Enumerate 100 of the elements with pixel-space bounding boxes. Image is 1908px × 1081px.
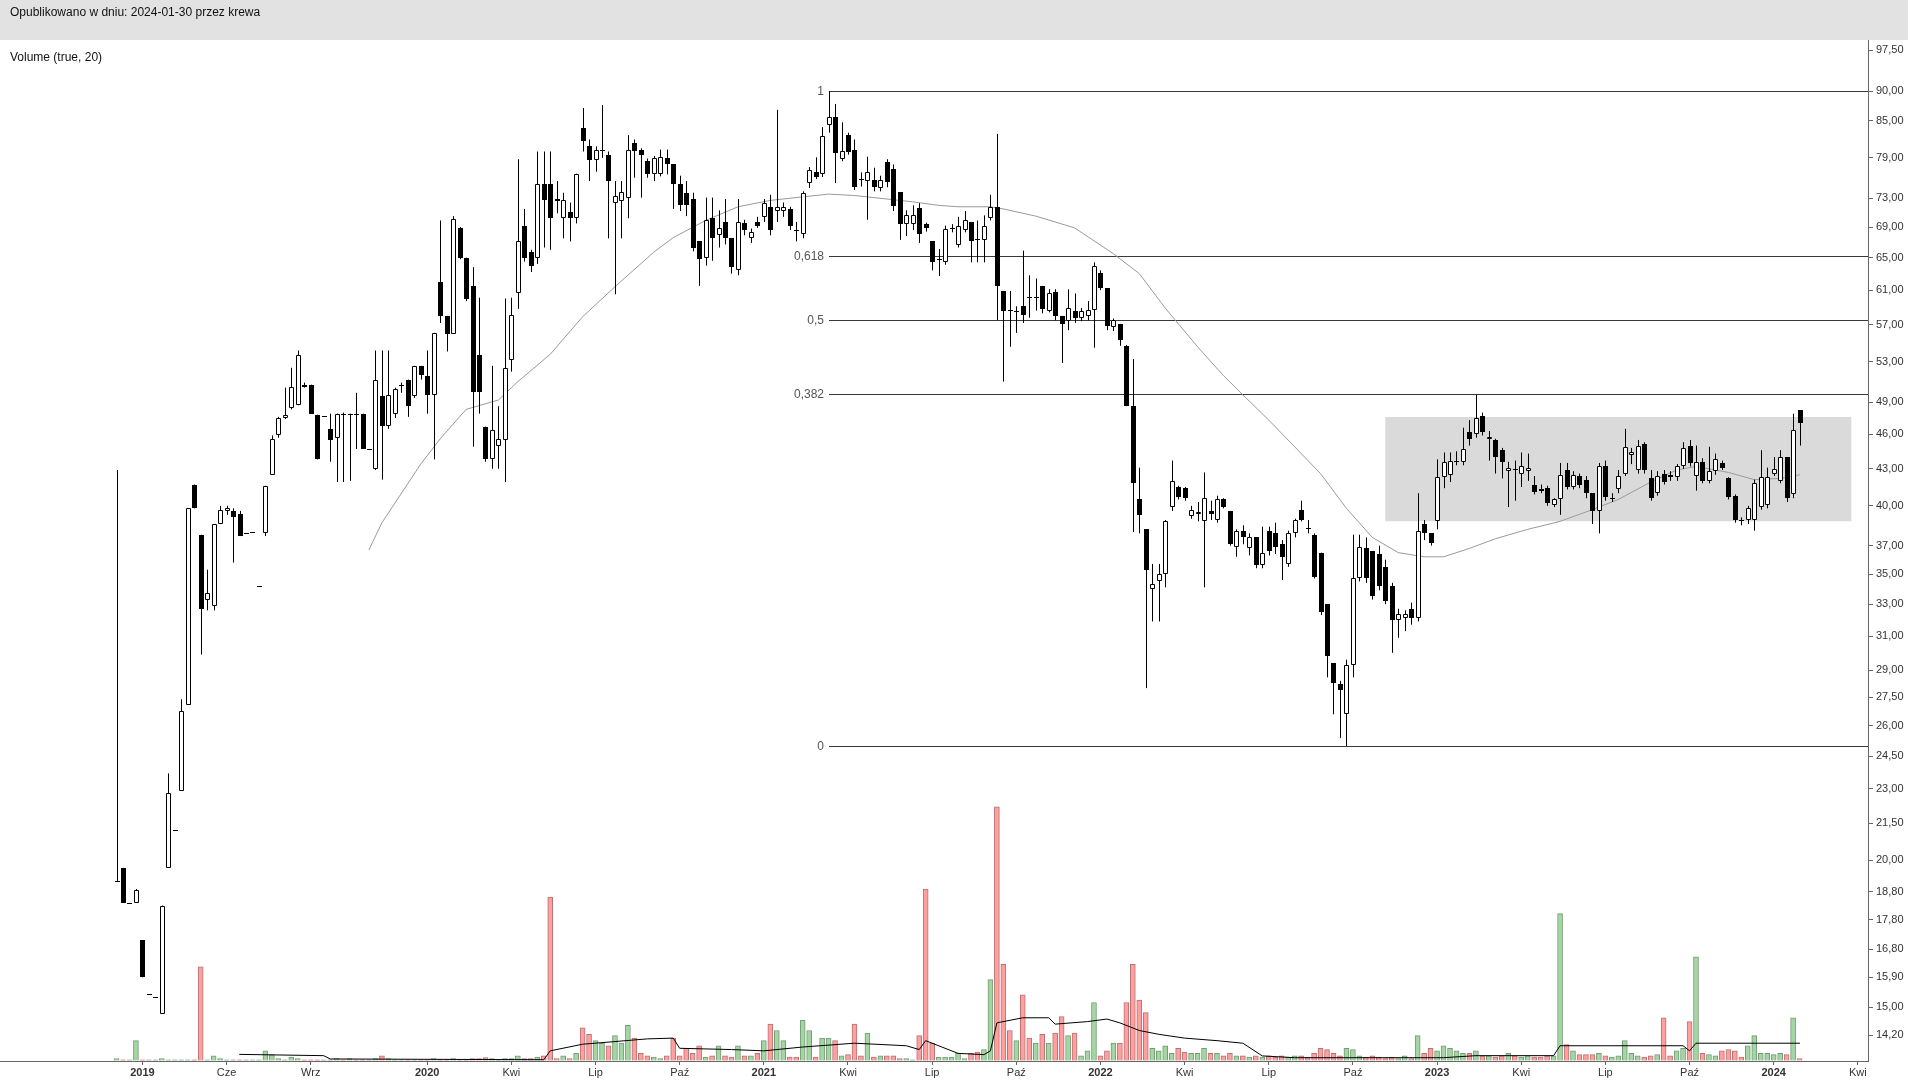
chart-title: Volume (true, 20) bbox=[10, 50, 103, 64]
candlestick bbox=[425, 350, 430, 415]
x-tick-label: Paź bbox=[1343, 1065, 1363, 1078]
candlestick bbox=[1733, 493, 1738, 524]
x-tick-label: 2020 bbox=[414, 1065, 440, 1078]
annotation: 0,382 bbox=[793, 386, 825, 401]
x-tick-label: Kwi bbox=[839, 1065, 857, 1078]
candlestick bbox=[1137, 467, 1142, 534]
candlestick bbox=[988, 194, 993, 221]
candlestick bbox=[1461, 427, 1466, 466]
y-tick-label: 37,00 bbox=[1876, 538, 1904, 551]
y-tick-label: 26,00 bbox=[1876, 719, 1904, 732]
candlestick bbox=[645, 158, 650, 179]
candlestick bbox=[231, 507, 236, 563]
y-tick-label: 43,00 bbox=[1876, 461, 1904, 474]
y-tick-label: 33,00 bbox=[1876, 597, 1904, 610]
candlestick bbox=[1506, 461, 1511, 508]
x-tick-label: Kwi bbox=[1848, 1065, 1867, 1078]
x-tick-label: Wrz bbox=[301, 1065, 321, 1078]
y-tick-label: 29,00 bbox=[1876, 663, 1904, 676]
candlestick bbox=[166, 772, 171, 869]
candlestick bbox=[1681, 441, 1686, 470]
y-tick-label: 17,80 bbox=[1876, 912, 1904, 925]
candlestick bbox=[218, 505, 223, 525]
y-tick-label: 46,00 bbox=[1876, 427, 1904, 440]
candlestick bbox=[1467, 419, 1472, 447]
candlestick bbox=[328, 413, 333, 463]
candlestick bbox=[982, 214, 987, 263]
candlestick bbox=[1008, 290, 1013, 348]
x-tick-label: Kwi bbox=[1175, 1065, 1194, 1078]
candlestick bbox=[276, 416, 281, 439]
candlestick bbox=[179, 698, 184, 792]
x-tick-label: Paź bbox=[1680, 1065, 1700, 1078]
x-tick-label: Lip bbox=[924, 1065, 940, 1078]
y-tick-label: 31,00 bbox=[1876, 629, 1904, 642]
y-tick-label: 24,50 bbox=[1876, 749, 1904, 762]
candlestick bbox=[1713, 453, 1718, 476]
candlestick bbox=[399, 382, 404, 394]
candlestick bbox=[393, 387, 398, 419]
y-tick-label: 57,00 bbox=[1876, 317, 1904, 330]
candlestick bbox=[1014, 305, 1019, 334]
candlestick bbox=[581, 107, 586, 152]
candlestick bbox=[1590, 492, 1595, 525]
candlestick bbox=[1435, 458, 1440, 530]
candlestick bbox=[639, 147, 644, 199]
x-tick-label: Kwi bbox=[502, 1065, 521, 1078]
candlestick bbox=[1726, 476, 1731, 500]
candlestick bbox=[509, 297, 514, 373]
y-tick-label: 85,00 bbox=[1876, 113, 1904, 126]
candlestick bbox=[1021, 250, 1026, 324]
annotation: 1 bbox=[817, 83, 825, 98]
candlestick bbox=[1584, 475, 1589, 499]
y-tick-label: 16,80 bbox=[1876, 942, 1904, 955]
candlestick bbox=[1157, 563, 1162, 622]
annotation: 0,5 bbox=[807, 312, 825, 327]
candlestick bbox=[1306, 519, 1311, 534]
y-tick-label: 65,00 bbox=[1876, 250, 1904, 263]
x-tick-label: 2024 bbox=[1761, 1065, 1787, 1078]
candlestick bbox=[1027, 274, 1032, 319]
y-tick-label: 40,00 bbox=[1876, 498, 1904, 511]
candlestick bbox=[1241, 524, 1246, 545]
x-tick-label: 2022 bbox=[1088, 1065, 1113, 1078]
y-tick-label: 73,00 bbox=[1876, 191, 1904, 204]
candlestick bbox=[289, 367, 294, 410]
candlestick bbox=[1163, 519, 1168, 588]
y-tick-label: 49,00 bbox=[1876, 395, 1904, 408]
y-tick-label: 90,00 bbox=[1876, 84, 1904, 97]
candlestick bbox=[1798, 409, 1803, 447]
candlestick bbox=[1526, 453, 1531, 482]
y-tick-label: 14,20 bbox=[1876, 1028, 1904, 1041]
y-tick-label: 79,00 bbox=[1876, 150, 1904, 163]
candlestick bbox=[807, 166, 812, 189]
candlestick bbox=[788, 206, 793, 231]
candlestick bbox=[186, 508, 191, 705]
x-tick-label: 2021 bbox=[751, 1065, 777, 1078]
candlestick bbox=[1558, 462, 1563, 516]
annotation: 0 bbox=[817, 738, 825, 753]
chart-title: Opublikowano w dniu: 2024-01-30 przez krewa bbox=[10, 5, 261, 19]
y-tick-label: 35,00 bbox=[1876, 567, 1904, 580]
y-tick-label: 21,50 bbox=[1876, 816, 1904, 829]
candlestick bbox=[503, 298, 508, 483]
x-tick-label: 2019 bbox=[130, 1065, 155, 1078]
x-tick-label: Lip bbox=[1598, 1065, 1613, 1078]
x-tick-label: Paź bbox=[670, 1065, 690, 1078]
candlestick bbox=[1532, 475, 1537, 495]
candlestick bbox=[801, 190, 806, 239]
candlestick bbox=[1247, 532, 1252, 556]
annotation: 0,618 bbox=[793, 248, 825, 263]
candlestick bbox=[283, 387, 288, 420]
x-tick-label: Cze bbox=[216, 1065, 237, 1078]
candlestick bbox=[1487, 430, 1492, 462]
candlestick bbox=[671, 163, 676, 210]
candlestick bbox=[1001, 290, 1006, 383]
candlestick bbox=[794, 221, 799, 242]
candlestick bbox=[1299, 500, 1304, 522]
candlestick bbox=[1357, 534, 1362, 582]
y-tick-label: 69,00 bbox=[1876, 220, 1904, 233]
y-tick-label: 27,50 bbox=[1876, 690, 1904, 703]
x-tick-label: Lip bbox=[588, 1065, 603, 1078]
candlestick bbox=[1086, 300, 1091, 321]
